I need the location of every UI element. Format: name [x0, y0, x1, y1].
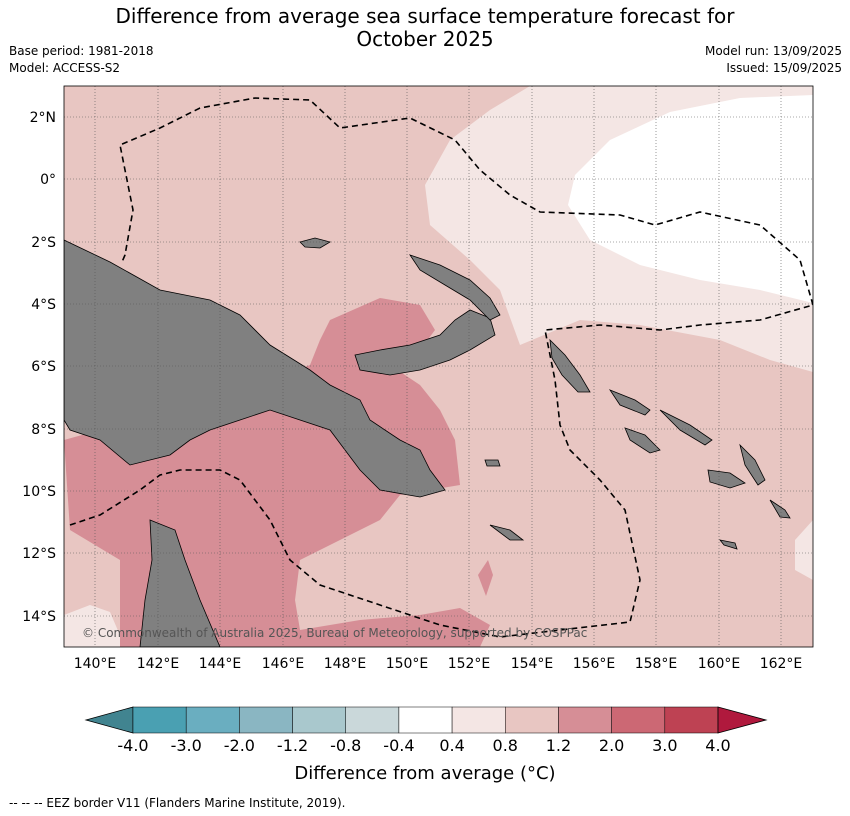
cape-york-land [139, 519, 221, 647]
lon-axis: 140°E 142°E 144°E 146°E 148°E 150°E 152°… [74, 656, 803, 672]
lat-tick: 10°S [22, 484, 56, 500]
choiseul-land [608, 389, 651, 416]
colorbar-tick-label: 1.2 [545, 736, 572, 755]
lon-tick: 148°E [324, 656, 367, 672]
base-period: Base period: 1981-2018 [9, 44, 154, 58]
anomaly-band-sw [64, 605, 125, 647]
lon-tick: 140°E [74, 656, 117, 672]
issued-date: Issued: 15/09/2025 [726, 61, 842, 75]
model-run: Model run: 13/09/2025 [704, 44, 842, 58]
anomaly-band-below-0-4 [568, 95, 813, 303]
meta-left: Base period: 1981-2018 Model: ACCESS-S2 [9, 43, 154, 77]
colorbar-tick-label: 4.0 [705, 736, 731, 755]
colorbar-segment [664, 706, 719, 734]
title-line-1: Difference from average sea surface temp… [115, 4, 735, 28]
lat-axis: 2°N 0° 2°S 4°S 6°S 8°S 10°S 12°S 14°S [22, 110, 56, 625]
colorbar-segment [132, 706, 187, 734]
model-name: Model: ACCESS-S2 [9, 61, 121, 75]
colorbar-segment [398, 706, 453, 734]
lon-tick: 150°E [386, 656, 429, 672]
colorbar-tick-label: 0.8 [492, 736, 518, 755]
rennell-land [719, 539, 738, 550]
lat-tick: 12°S [22, 546, 56, 562]
eez-border-line [69, 97, 813, 638]
santa-isabel-land [659, 409, 713, 446]
lon-tick: 162°E [760, 656, 803, 672]
lon-tick: 160°E [698, 656, 741, 672]
lat-tick: 4°S [31, 297, 56, 313]
colorbar-tick-label: -1.2 [276, 736, 309, 755]
new-georgia-land [624, 427, 661, 454]
colorbar-tick-label: -3.0 [170, 736, 202, 755]
colorbar-label: Difference from average (°C) [294, 763, 556, 784]
map-area [64, 86, 813, 647]
graticule [64, 86, 813, 647]
manus-land [299, 237, 332, 249]
colorbar-tick-label: -0.8 [330, 736, 362, 755]
title-line-2: October 2025 [356, 27, 494, 51]
colorbar-extend-low [84, 706, 134, 734]
colorbar-segment [505, 706, 559, 734]
map-frame [63, 85, 814, 648]
map-title: Difference from average sea surface temp… [0, 5, 850, 51]
malaita-land [739, 443, 766, 486]
lat-tick: 2°S [31, 235, 56, 251]
lon-tick: 152°E [448, 656, 491, 672]
new-britain-land [354, 309, 496, 376]
makira-land [769, 499, 791, 519]
new-ireland-land [409, 254, 501, 321]
colorbar [84, 706, 768, 734]
lat-tick: 0° [40, 172, 56, 188]
lat-tick: 14°S [22, 609, 56, 625]
lon-tick: 156°E [573, 656, 616, 672]
lon-tick: 144°E [199, 656, 242, 672]
meta-right: Model run: 13/09/2025 Issued: 15/09/2025 [705, 43, 842, 77]
guadalcanal-land [707, 469, 746, 489]
colorbar-tick-label: -0.4 [383, 736, 415, 755]
lat-tick: 6°S [31, 359, 56, 375]
anomaly-spot [478, 560, 493, 596]
colorbar-segment [451, 706, 506, 734]
colorbar-tick-label: 0.4 [439, 736, 465, 755]
anomaly-band-east [795, 520, 813, 580]
colorbar-tick-label: -2.0 [223, 736, 255, 755]
lat-tick: 2°N [30, 110, 56, 126]
colorbar-segment [292, 706, 346, 734]
colorbar-extend-high [717, 706, 768, 734]
colorbar-segment [239, 706, 293, 734]
copyright-text: © Commonwealth of Australia 2025, Bureau… [82, 626, 587, 640]
lon-tick: 154°E [511, 656, 554, 672]
colorbar-segment [558, 706, 612, 734]
lon-tick: 142°E [137, 656, 180, 672]
island-small [484, 459, 501, 467]
new-guinea-land [64, 239, 446, 498]
colorbar-tick-label: -4.0 [117, 736, 149, 755]
colorbar-segment [611, 706, 666, 734]
lon-tick: 158°E [635, 656, 678, 672]
colorbar-segment [345, 706, 400, 734]
lat-tick: 8°S [31, 422, 56, 438]
colorbar-tick-label: 2.0 [598, 736, 625, 755]
lon-tick: 146°E [262, 656, 305, 672]
island-rossel [489, 524, 525, 541]
colorbar-tick-label: 3.0 [652, 736, 678, 755]
bougainville-land [549, 338, 591, 393]
colorbar-segment [185, 706, 240, 734]
eez-legend: -- -- -- EEZ border V11 (Flanders Marine… [9, 796, 346, 810]
